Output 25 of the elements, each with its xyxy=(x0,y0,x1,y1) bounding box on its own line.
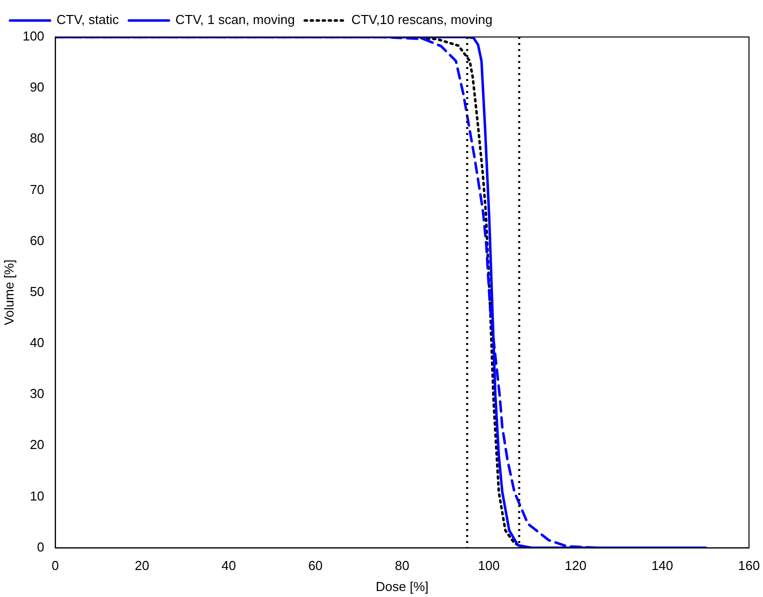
y-tick-label: 80 xyxy=(30,130,44,146)
x-tick-label: 120 xyxy=(564,558,586,574)
y-tick-label: 90 xyxy=(30,80,44,95)
legend-label: CTV, static xyxy=(56,12,120,28)
x-tick-label: 140 xyxy=(651,558,674,574)
y-tick-label: 70 xyxy=(30,182,44,197)
x-tick-label: 160 xyxy=(738,558,760,574)
x-tick-label: 80 xyxy=(394,558,410,574)
legend-label: CTV,10 rescans, moving xyxy=(351,12,492,28)
x-tick-label: 0 xyxy=(52,558,59,574)
y-axis-title: Volume [%] xyxy=(1,260,16,326)
x-tick-label: 60 xyxy=(308,558,323,574)
legend-label: CTV, 1 scan, moving xyxy=(175,12,295,28)
y-tick-label: 30 xyxy=(30,386,44,402)
x-tick-label: 100 xyxy=(478,558,500,574)
y-tick-label: 10 xyxy=(30,488,44,504)
x-tick-label: 20 xyxy=(134,558,150,574)
y-tick-label: 40 xyxy=(30,335,44,350)
y-tick-label: 0 xyxy=(37,539,44,554)
y-tick-label: 100 xyxy=(22,28,44,44)
y-tick-label: 20 xyxy=(30,437,44,452)
x-axis-title: Dose [%] xyxy=(376,578,429,594)
x-tick-label: 40 xyxy=(221,558,236,574)
y-tick-label: 50 xyxy=(30,284,44,299)
y-tick-label: 60 xyxy=(30,232,44,248)
